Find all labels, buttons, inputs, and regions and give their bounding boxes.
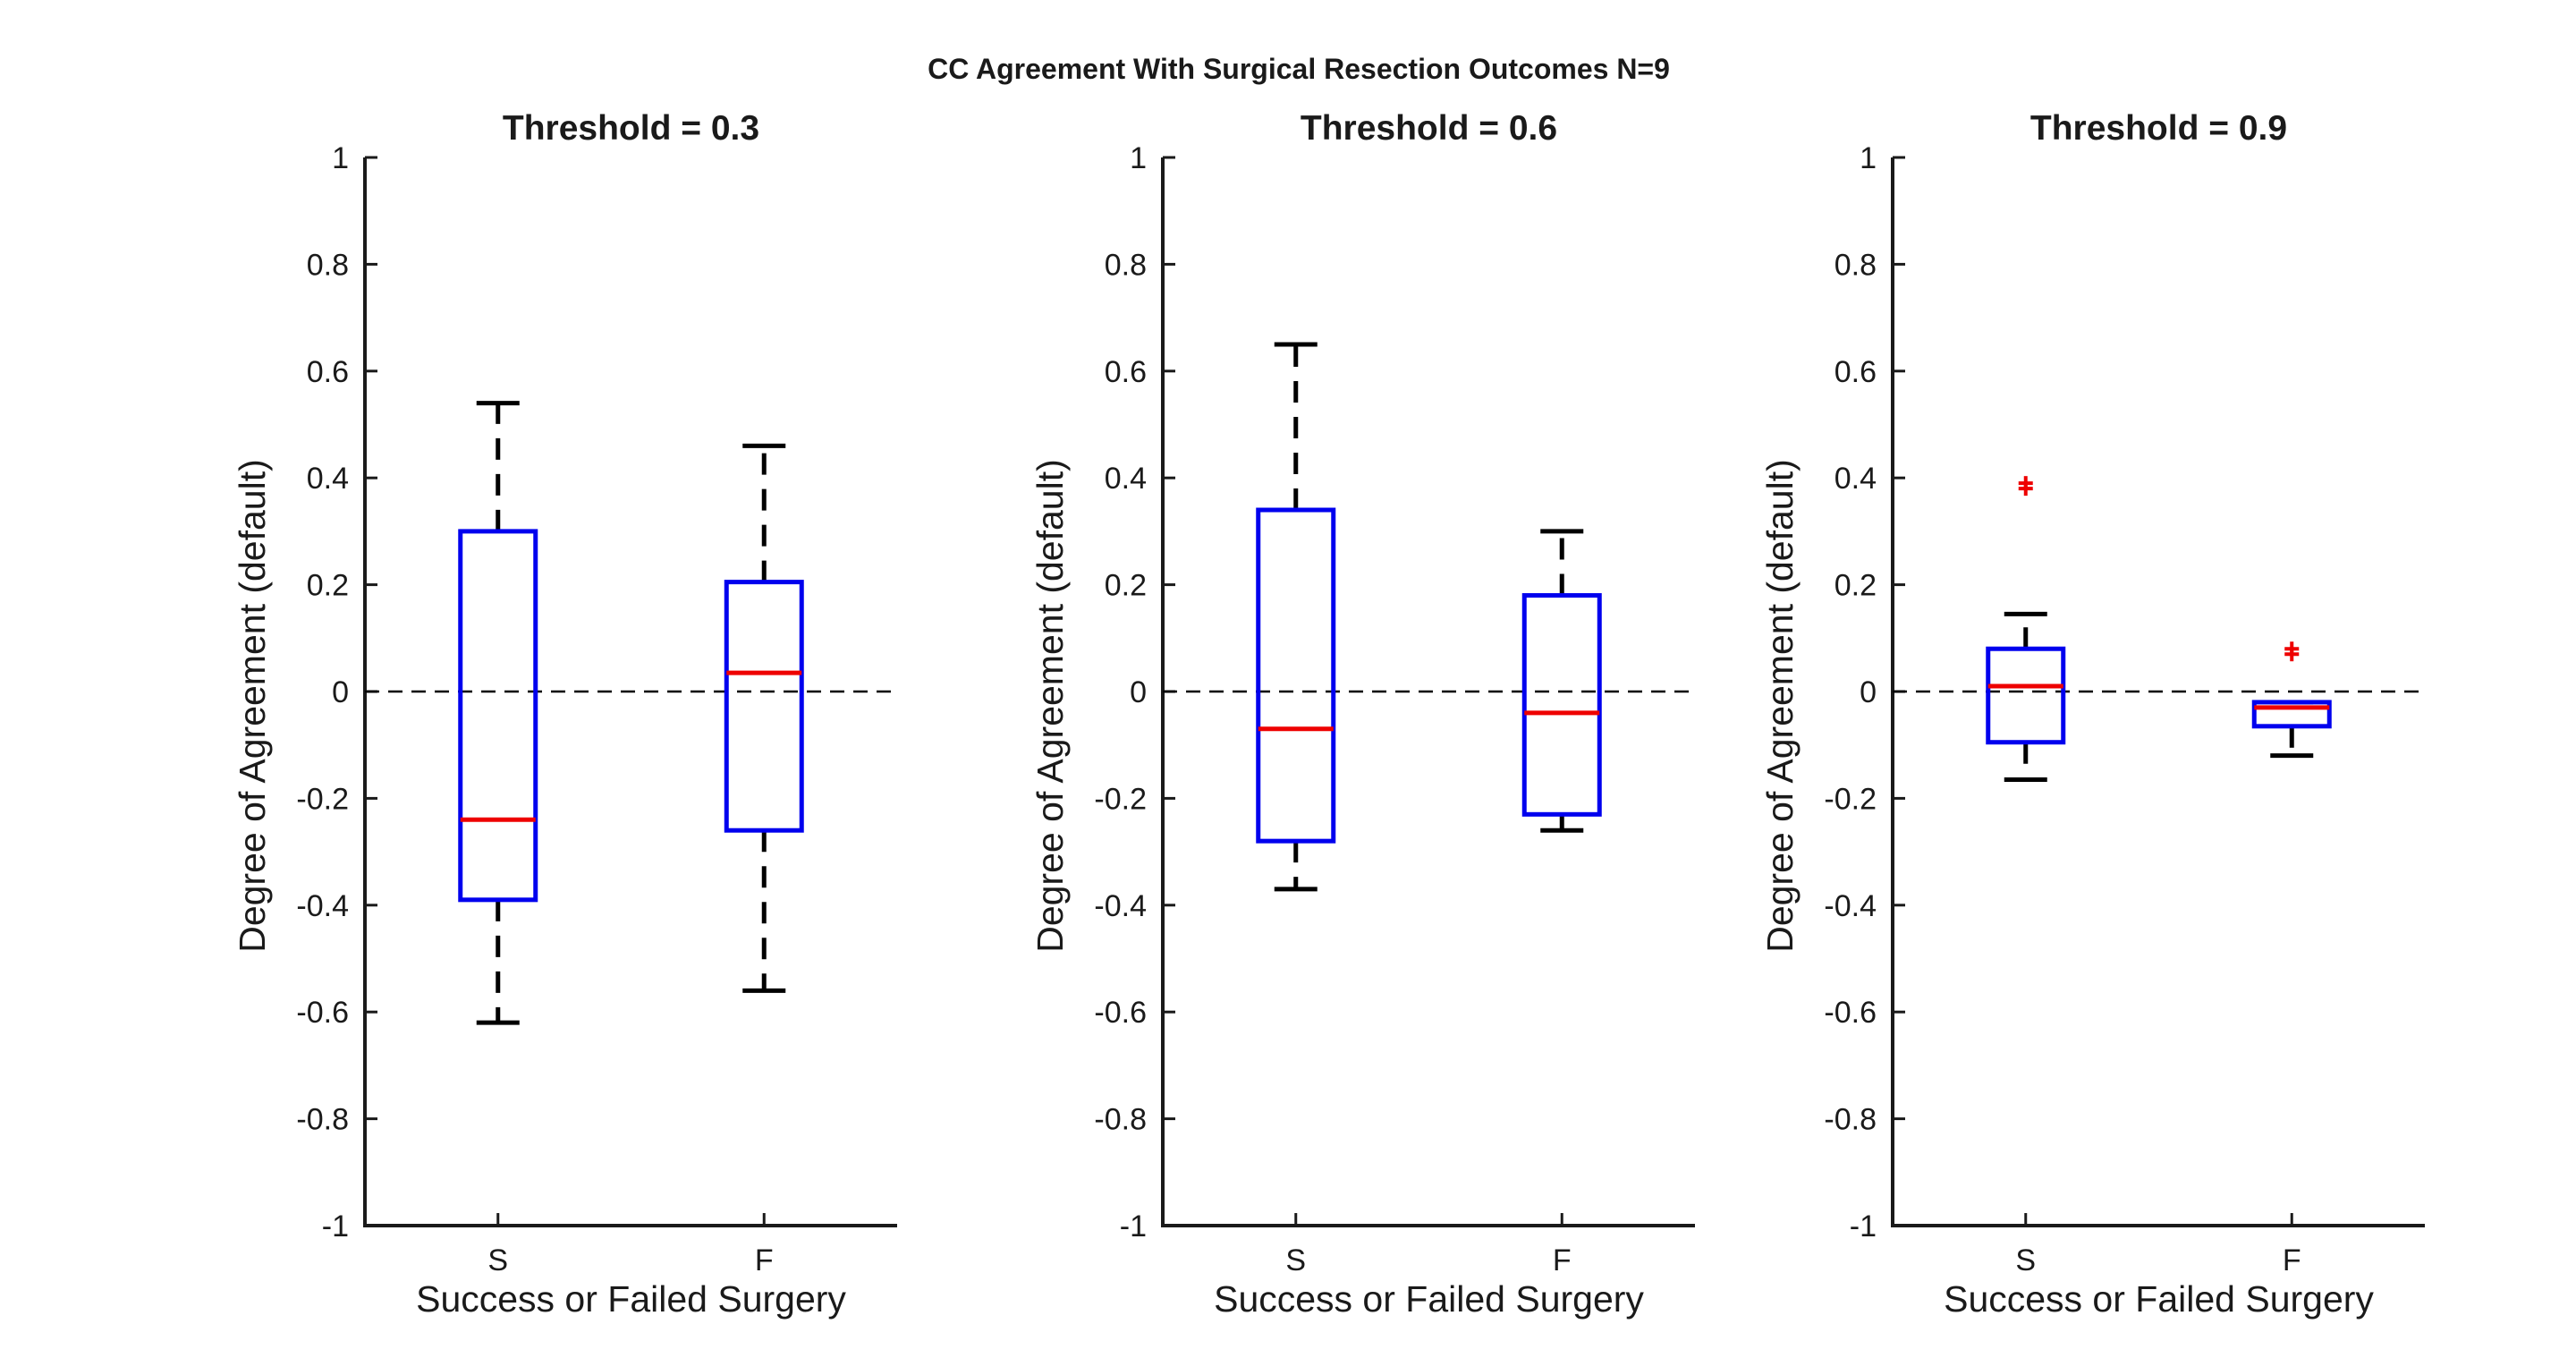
y-tick-label: -0.6 <box>1094 996 1147 1030</box>
x-axis-label: Success or Failed Surgery <box>1944 1278 2374 1320</box>
y-tick-label: 0 <box>332 675 349 709</box>
box-iqr <box>1521 593 1602 817</box>
x-axis-label: Success or Failed Surgery <box>1214 1278 1644 1320</box>
box-S <box>1256 342 1336 892</box>
y-tick-label: 0.8 <box>1835 248 1877 282</box>
y-tick-label: -0.2 <box>296 782 349 816</box>
box-iqr <box>1256 507 1336 844</box>
box-iqr <box>458 529 538 903</box>
y-tick-label: -0.2 <box>1094 782 1147 816</box>
box-F <box>724 443 804 993</box>
y-tick-label: -1 <box>1850 1209 1877 1243</box>
box-iqr <box>2251 700 2332 729</box>
y-tick-label: -0.4 <box>1094 889 1147 923</box>
box-F <box>2251 641 2332 759</box>
y-tick-label: -0.6 <box>296 996 349 1030</box>
y-tick-label: 0.2 <box>1835 569 1877 603</box>
y-tick-label: 0.8 <box>1105 248 1147 282</box>
chart-panel-1: Threshold = 0.3 -1 -0.8 -0.6 -0.4 -0.2 0 0.2 0.4… <box>232 109 897 1320</box>
chart-panel-3: Threshold = 0.9 -1 -0.8 -0.6 -0.4 -0.2 0 0.2 0.4… <box>1759 109 2425 1320</box>
chart-panel-2: Threshold = 0.6 -1 -0.8 -0.6 -0.4 -0.2 0 0.2 0.4… <box>1030 109 1695 1320</box>
y-tick-label: -0.4 <box>1824 889 1877 923</box>
x-axis-label: Success or Failed Surgery <box>416 1278 846 1320</box>
y-tick-label: 0.6 <box>307 355 349 389</box>
y-axis-label: Degree of Agreement (default) <box>1030 459 1071 953</box>
outlier-point <box>2018 481 2033 497</box>
y-tick-label: -0.4 <box>296 889 349 923</box>
panel-title: Threshold = 0.9 <box>2030 109 2287 148</box>
outlier-point <box>2284 647 2300 662</box>
box-iqr <box>1986 646 2066 745</box>
y-tick-label: 0.4 <box>307 462 349 496</box>
y-tick-label: 0 <box>1860 675 1877 709</box>
y-tick-label: -0.8 <box>296 1103 349 1137</box>
panel-title: Threshold = 0.3 <box>503 109 759 148</box>
y-tick-label: -0.2 <box>1824 782 1877 816</box>
y-tick-label: -0.8 <box>1094 1103 1147 1137</box>
panel-title: Threshold = 0.6 <box>1301 109 1557 148</box>
x-tick-label: S <box>1285 1243 1306 1277</box>
y-tick-label: -0.6 <box>1824 996 1877 1030</box>
y-axis-label: Degree of Agreement (default) <box>232 459 273 953</box>
y-tick-label: 0.4 <box>1105 462 1147 496</box>
y-tick-label: 0.4 <box>1835 462 1877 496</box>
figure-title: CC Agreement With Surgical Resection Out… <box>928 53 1670 85</box>
x-tick-label: F <box>755 1243 774 1277</box>
box-S <box>458 401 538 1025</box>
y-tick-label: 0 <box>1130 675 1147 709</box>
y-axis-label: Degree of Agreement (default) <box>1759 459 1801 953</box>
y-tick-label: 0.2 <box>1105 569 1147 603</box>
y-tick-label: 0.6 <box>1105 355 1147 389</box>
x-tick-label: S <box>2015 1243 2036 1277</box>
x-tick-label: F <box>2283 1243 2301 1277</box>
x-tick-label: S <box>487 1243 508 1277</box>
y-tick-label: 0.8 <box>307 248 349 282</box>
y-tick-label: 1 <box>1860 141 1877 175</box>
y-tick-label: -1 <box>1120 1209 1147 1243</box>
y-tick-label: -0.8 <box>1824 1103 1877 1137</box>
y-tick-label: 0.2 <box>307 569 349 603</box>
y-tick-label: 1 <box>1130 141 1147 175</box>
box-S <box>1986 476 2066 783</box>
box-iqr <box>724 580 804 833</box>
panels: Threshold = 0.3 -1 -0.8 -0.6 -0.4 -0.2 0 0.2 0.4… <box>232 109 2425 1320</box>
y-tick-label: 1 <box>332 141 349 175</box>
box-F <box>1521 529 1602 833</box>
x-tick-label: F <box>1553 1243 1572 1277</box>
y-tick-label: -1 <box>322 1209 349 1243</box>
y-tick-label: 0.6 <box>1835 355 1877 389</box>
